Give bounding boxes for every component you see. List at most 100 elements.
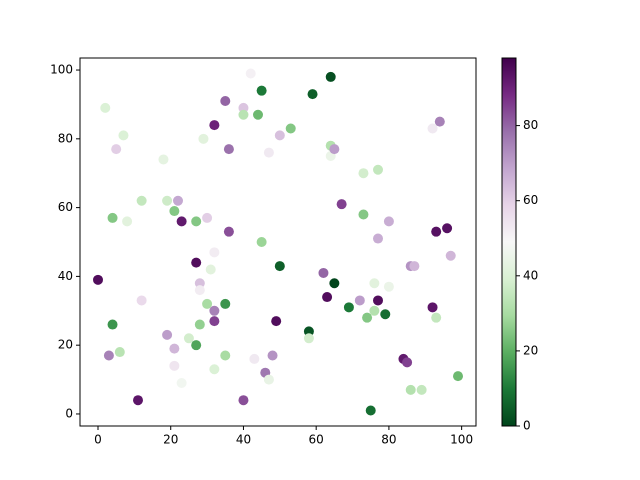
point (354, 295, 365, 306)
point (209, 316, 220, 327)
point (220, 350, 231, 361)
point (176, 378, 187, 389)
point (383, 216, 394, 227)
point (194, 285, 205, 296)
point (238, 102, 249, 113)
point (176, 216, 187, 227)
point (343, 302, 354, 313)
colorbar-tick-label: 40 (523, 268, 538, 282)
colorbar-tick-label: 60 (523, 193, 538, 207)
point (263, 147, 274, 158)
point (202, 212, 213, 223)
colorbar-tick-label: 80 (523, 118, 538, 132)
x-tick-label: 60 (309, 433, 324, 447)
x-tick-label: 100 (450, 433, 473, 447)
point (169, 206, 180, 217)
point (336, 199, 347, 210)
point (369, 305, 380, 316)
point (100, 102, 111, 113)
x-tick-label: 80 (381, 433, 396, 447)
point (362, 312, 373, 323)
point (442, 223, 453, 234)
point (271, 316, 282, 327)
point (256, 85, 267, 96)
point (274, 130, 285, 141)
point (223, 144, 234, 155)
point (263, 374, 274, 385)
point (103, 350, 114, 361)
point (209, 120, 220, 131)
point (114, 347, 125, 358)
y-tick-label: 0 (65, 406, 73, 420)
point (162, 329, 173, 340)
point (358, 168, 369, 179)
point (453, 371, 463, 382)
point (322, 292, 333, 303)
point (133, 395, 143, 406)
point (245, 68, 256, 79)
point (209, 305, 220, 316)
point (169, 343, 180, 354)
y-tick-label: 20 (58, 338, 73, 352)
point (402, 357, 413, 368)
plot-frame (79, 57, 477, 427)
point (253, 109, 263, 120)
y-tick-label: 100 (50, 63, 73, 77)
x-tick-label: 40 (236, 433, 251, 447)
point (373, 295, 383, 306)
point (431, 312, 442, 323)
point (427, 123, 438, 134)
point (369, 278, 380, 289)
point (329, 144, 340, 155)
point (191, 216, 202, 227)
x-tick-label: 0 (94, 433, 102, 447)
y-tick-label: 40 (58, 269, 73, 283)
point (409, 261, 420, 272)
point (285, 123, 296, 134)
point (169, 360, 180, 371)
point (373, 164, 383, 175)
point (267, 350, 278, 361)
point (118, 130, 129, 141)
point (209, 364, 220, 375)
point (373, 233, 383, 244)
y-tick-label: 80 (58, 131, 73, 145)
point (238, 395, 249, 406)
point (405, 384, 416, 395)
point (303, 333, 314, 344)
point (111, 144, 122, 155)
point (194, 278, 205, 289)
point (107, 212, 118, 223)
point (162, 195, 173, 206)
point (198, 133, 209, 144)
point (220, 298, 231, 309)
point (365, 405, 376, 416)
point (380, 309, 391, 320)
point (194, 319, 205, 330)
point (183, 333, 194, 344)
point (303, 326, 314, 337)
point (256, 237, 267, 247)
point (209, 247, 220, 258)
point (223, 226, 234, 237)
point (249, 353, 260, 364)
x-tick-label: 20 (163, 433, 178, 447)
y-tick-label: 60 (58, 200, 73, 214)
colorbar-tick-label: 0 (523, 419, 531, 433)
point (93, 274, 103, 285)
point (325, 71, 336, 82)
point (136, 295, 147, 306)
point (107, 319, 118, 330)
point (136, 195, 147, 206)
point (416, 384, 427, 395)
point (307, 89, 318, 100)
point (274, 261, 285, 272)
colorbar (501, 57, 517, 427)
colorbar-tick-label: 20 (523, 343, 538, 357)
point (191, 257, 202, 268)
point (445, 250, 456, 261)
point (220, 95, 231, 106)
point (427, 302, 438, 313)
